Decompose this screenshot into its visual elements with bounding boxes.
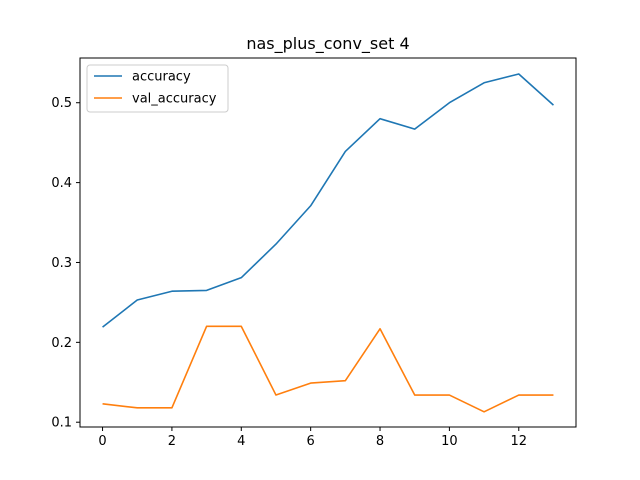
legend-label: accuracy bbox=[132, 70, 191, 85]
y-tick-label: 0.1 bbox=[51, 416, 72, 431]
x-tick-label: 0 bbox=[98, 434, 106, 449]
plot-area bbox=[102, 73, 554, 413]
y-tick-label: 0.2 bbox=[51, 336, 72, 351]
x-axis: 0 2 4 6 8 10 12 bbox=[98, 427, 527, 449]
x-tick-label: 2 bbox=[168, 434, 176, 449]
x-tick-label: 12 bbox=[510, 434, 527, 449]
chart-title: nas_plus_conv_set 4 bbox=[246, 34, 409, 54]
x-tick-label: 6 bbox=[307, 434, 315, 449]
y-tick-label: 0.5 bbox=[51, 96, 72, 111]
series-line-val-accuracy bbox=[102, 325, 554, 413]
x-tick-label: 8 bbox=[376, 434, 384, 449]
y-tick-label: 0.4 bbox=[51, 176, 72, 191]
legend-label: val_accuracy bbox=[132, 92, 217, 107]
legend-box bbox=[86, 64, 229, 113]
x-tick-label: 10 bbox=[441, 434, 458, 449]
y-axis: 0.1 0.2 0.3 0.4 0.5 bbox=[51, 96, 80, 431]
x-tick-label: 4 bbox=[237, 434, 245, 449]
legend: accuracy val_accuracy bbox=[86, 64, 229, 113]
axes-frame bbox=[79, 57, 577, 428]
series-line-accuracy bbox=[102, 73, 554, 328]
y-tick-label: 0.3 bbox=[51, 256, 72, 271]
